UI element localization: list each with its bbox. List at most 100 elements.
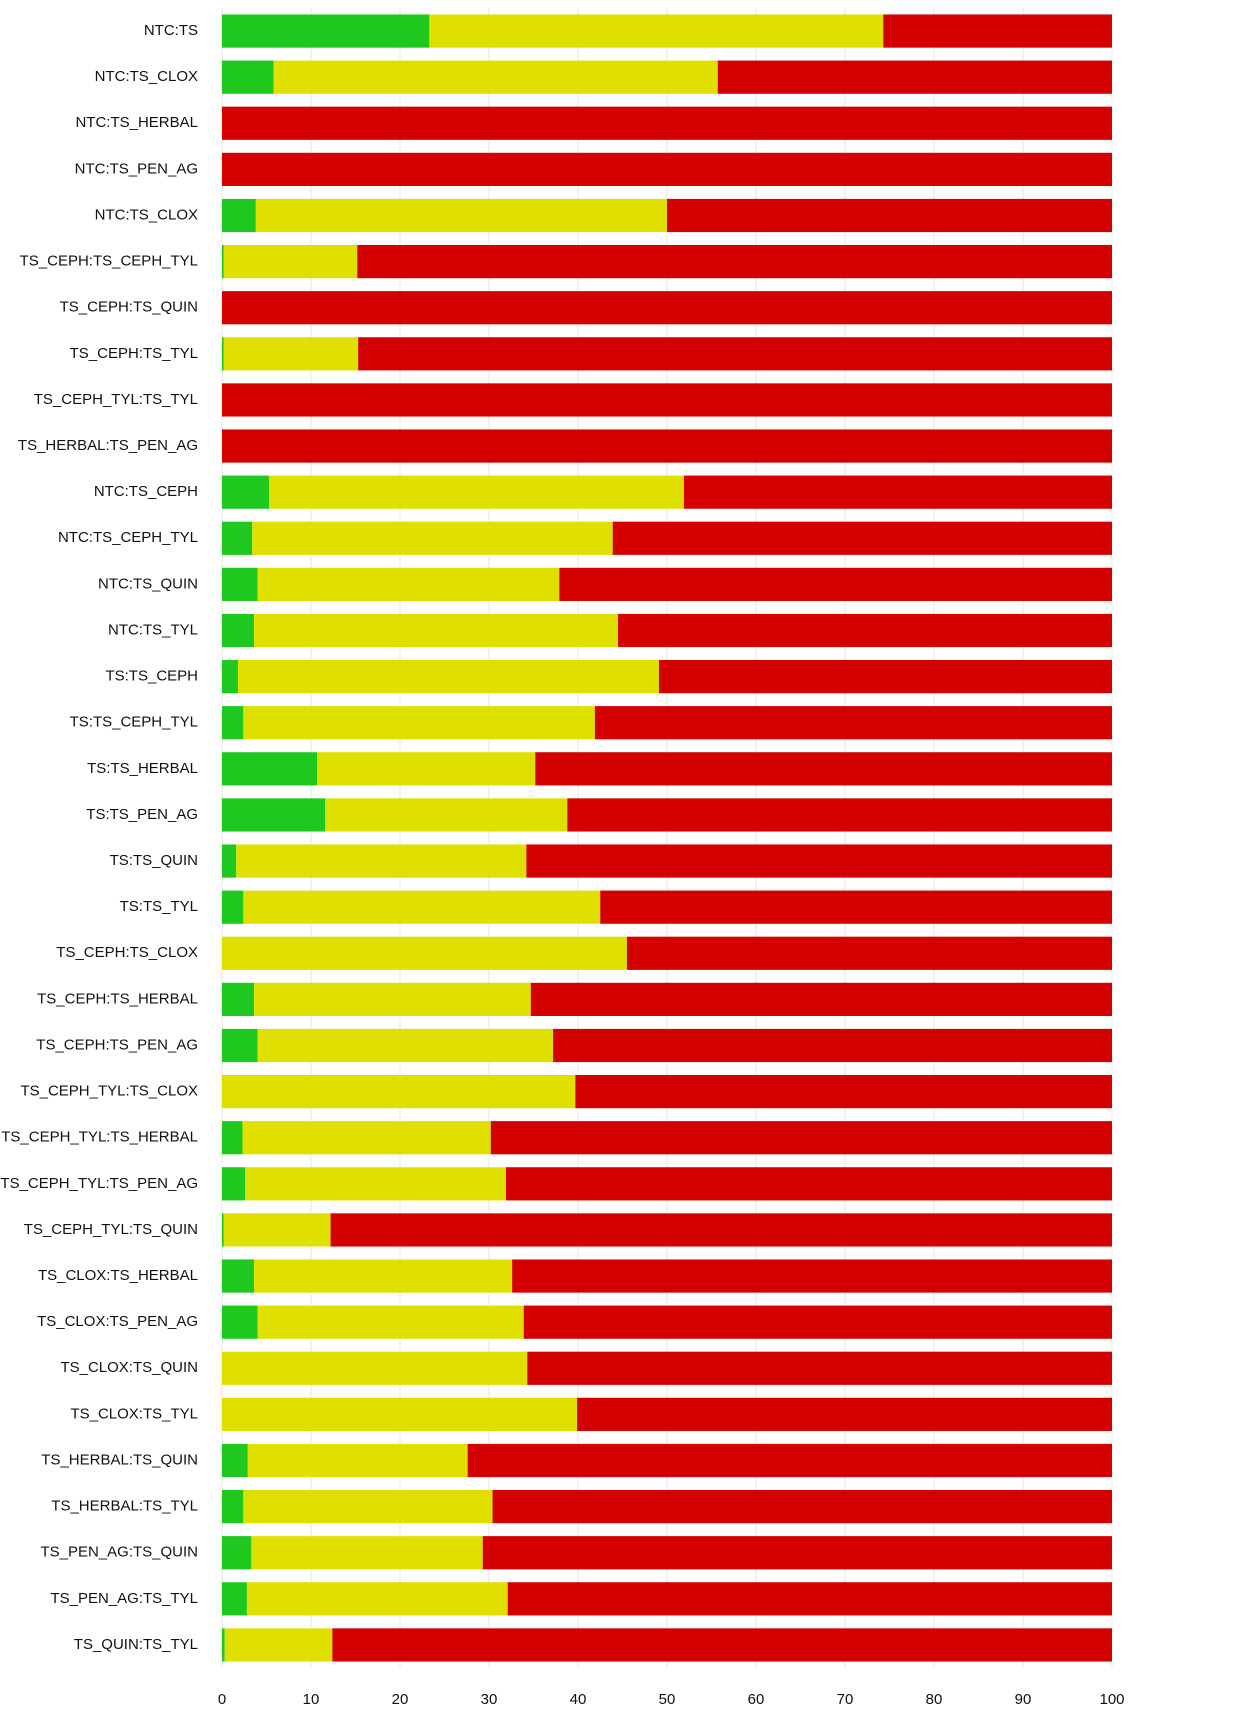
bar-segment: [222, 1351, 528, 1385]
bar-segment: [330, 1213, 1113, 1247]
y-tick-label: TS:TS_PEN_AG: [86, 806, 198, 823]
bar-segment: [223, 1213, 331, 1247]
y-tick-label: TS_PEN_AG:TS_TYL: [50, 1590, 198, 1607]
bar-segment: [492, 1490, 1112, 1524]
y-tick-label: TS_CLOX:TS_HERBAL: [38, 1267, 198, 1284]
bar-segment: [254, 1259, 513, 1293]
y-tick-label: TS_CEPH_TYL:TS_PEN_AG: [0, 1175, 198, 1192]
x-tick-label: 10: [303, 1691, 320, 1708]
bar-segment: [505, 1167, 1112, 1201]
bar-segment: [224, 1628, 333, 1662]
bar-segment: [222, 1582, 247, 1616]
bar-segment: [222, 706, 244, 740]
bar-segment: [559, 567, 1112, 601]
y-tick-label: TS_HERBAL:TS_QUIN: [41, 1451, 198, 1468]
bar-segment: [222, 1259, 255, 1293]
y-tick-label: NTC:TS: [144, 22, 198, 39]
bar-segment: [883, 14, 1112, 48]
bar-segment: [332, 1628, 1112, 1662]
x-tick-label: 100: [1099, 1691, 1124, 1708]
bar-segment: [254, 982, 531, 1016]
bar-segment: [526, 844, 1112, 878]
bar-segment: [577, 1397, 1112, 1431]
x-tick-label: 20: [392, 1691, 409, 1708]
bar-segment: [530, 982, 1112, 1016]
bar-segment: [567, 798, 1112, 832]
bar-segment: [222, 337, 224, 371]
y-tick-label: TS_CEPH:TS_PEN_AG: [36, 1036, 198, 1053]
y-tick-label: TS_CEPH:TS_CEPH_TYL: [20, 253, 198, 270]
x-tick-label: 40: [570, 1691, 587, 1708]
bar-segment: [254, 613, 619, 648]
bar-segment: [325, 798, 568, 832]
bar-segment: [222, 14, 430, 48]
bar-segment: [222, 982, 255, 1016]
bar-segment: [222, 1028, 258, 1063]
bar-segment: [222, 752, 318, 786]
bar-segment: [269, 475, 684, 509]
y-tick-label: TS_HERBAL:TS_PEN_AG: [18, 437, 198, 454]
bar-segment: [512, 1259, 1112, 1293]
x-tick-label: 0: [218, 1691, 226, 1708]
bar-segment: [251, 1536, 483, 1570]
bar-segment: [618, 613, 1112, 648]
y-tick-label: TS_PEN_AG:TS_QUIN: [40, 1544, 198, 1561]
bar-segment: [222, 1213, 224, 1247]
bar-segment: [243, 1490, 493, 1524]
bar-segment: [246, 1582, 508, 1616]
bar-segment: [222, 1490, 244, 1524]
x-tick-label: 90: [1015, 1691, 1032, 1708]
bar-segment: [247, 1443, 468, 1478]
bar-segment: [222, 1397, 578, 1431]
y-tick-label: TS_CEPH_TYL:TS_QUIN: [24, 1221, 198, 1238]
bar-segment: [553, 1028, 1112, 1063]
bar-segment: [507, 1582, 1112, 1616]
bar-segment: [683, 475, 1112, 509]
bar-segment: [222, 798, 326, 832]
bar-segment: [523, 1305, 1112, 1339]
bar-segment: [243, 890, 601, 924]
y-tick-label: TS_CLOX:TS_QUIN: [60, 1359, 198, 1376]
bar-segment: [222, 475, 270, 509]
bar-segment: [222, 1121, 243, 1155]
bar-segment: [222, 521, 253, 555]
bar-segment: [600, 890, 1112, 924]
x-tick-label: 80: [926, 1691, 943, 1708]
bar-segment: [236, 844, 527, 878]
y-tick-label: NTC:TS_CEPH: [94, 483, 198, 500]
bar-segment: [222, 1628, 225, 1662]
bar-segment: [273, 60, 718, 94]
x-tick-label: 30: [481, 1691, 498, 1708]
bar-segment: [257, 567, 560, 601]
bar-segment: [222, 106, 1112, 140]
bar-segment: [482, 1536, 1112, 1570]
bar-segment: [242, 1121, 491, 1155]
bar-segment: [467, 1443, 1112, 1478]
bar-segment: [222, 844, 237, 878]
bar-segment: [222, 198, 256, 233]
bar-segment: [358, 337, 1112, 371]
y-tick-label: TS:TS_QUIN: [110, 852, 198, 869]
bar-segment: [222, 1167, 246, 1201]
y-tick-label: TS_CEPH_TYL:TS_CLOX: [20, 1083, 198, 1100]
bar-segment: [222, 291, 1112, 325]
x-tick-label: 50: [659, 1691, 676, 1708]
bar-segment: [490, 1121, 1112, 1155]
bar-segment: [575, 1075, 1112, 1109]
bar-segment: [222, 936, 627, 970]
bar-segment: [223, 337, 359, 371]
y-tick-label: TS_HERBAL:TS_TYL: [51, 1498, 198, 1515]
bar-segment: [257, 1028, 554, 1063]
y-tick-label: TS:TS_TYL: [120, 898, 198, 915]
bar-segment: [658, 660, 1112, 694]
bar-segment: [626, 936, 1112, 970]
y-tick-label: TS_CEPH:TS_QUIN: [60, 299, 198, 316]
y-tick-label: NTC:TS_CLOX: [95, 206, 198, 223]
bar-segment: [238, 660, 659, 694]
x-tick-label: 60: [748, 1691, 765, 1708]
y-tick-label: NTC:TS_PEN_AG: [75, 160, 198, 177]
bar-segment: [257, 1305, 524, 1339]
bar-segment: [222, 1443, 248, 1478]
bar-segment: [255, 198, 667, 233]
